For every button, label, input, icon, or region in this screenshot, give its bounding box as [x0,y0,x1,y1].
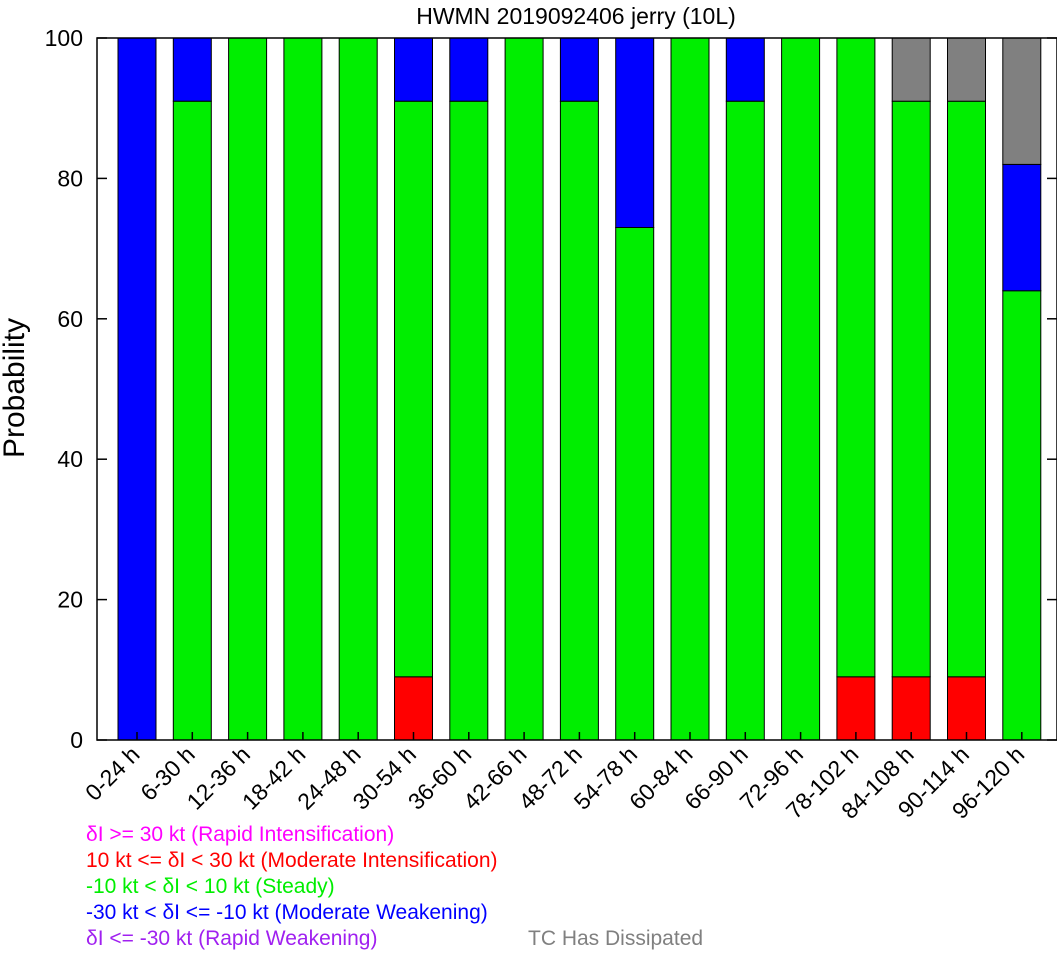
x-axis-ticks: 0-24 h6-30 h12-36 h18-42 h24-48 h30-54 h… [80,732,1029,824]
bar-segment-78-102h-s2 [836,676,876,741]
bar-segment-60-84h-s3 [670,37,710,741]
bar-segment-42-66h-s3 [504,37,544,741]
bar-segment-66-90h-s4 [725,37,765,102]
bar-segment-54-78h-s3 [615,227,655,741]
bar-segment-24-48h-s3 [338,37,378,741]
legend-rapid-intensification: δI >= 30 kt (Rapid Intensification) [86,823,395,846]
bar-segment-90-114h-s2 [947,676,986,741]
bar-segment-36-60h-s3 [449,100,489,741]
y-tick-label-100: 100 [45,25,83,51]
bar-segment-90-114h-s3 [947,100,986,678]
bar-segment-30-54h-s2 [394,676,433,741]
legend-moderate-weakening: -30 kt < δI <= -10 kt (Moderate Weakenin… [86,901,488,924]
y-axis-ticks: 0 20 40 60 80 100 [45,25,1057,753]
bar-segment-6-30h-s4 [172,37,212,102]
bar-segment-78-102h-s3 [836,37,876,678]
bar-segment-96-120h-s5 [1002,37,1042,165]
bar-segment-90-114h-s5 [947,37,986,102]
y-tick-label-0: 0 [70,727,83,753]
chart-title: HWMN 2019092406 jerry (10L) [416,3,736,29]
bar-segment-72-96h-s3 [781,37,821,741]
bar-segment-6-30h-s3 [172,100,212,741]
bar-segment-84-108h-s3 [891,100,931,678]
y-tick-label-40: 40 [57,446,83,472]
legend-steady: -10 kt < δI < 10 kt (Steady) [86,875,335,898]
bar-segment-12-36h-s3 [228,37,268,741]
bar-segment-54-78h-s4 [615,37,655,228]
x-tick-label-0-24h: 0-24 h [80,741,145,806]
bar-segment-0-24h-s4 [117,37,157,741]
bar-segment-96-120h-s4 [1002,163,1042,292]
bar-segment-48-72h-s3 [559,100,599,741]
legend: δI >= 30 kt (Rapid Intensification) 10 k… [86,822,498,952]
y-tick-label-20: 20 [57,587,83,613]
plot-frame [96,37,1057,741]
y-tick-label-60: 60 [57,306,83,332]
bar-segment-36-60h-s4 [449,37,489,102]
bar-segment-66-90h-s3 [725,100,765,741]
bar-segment-30-54h-s3 [394,100,433,678]
bar-segment-18-42h-s3 [283,37,323,741]
bar-segment-30-54h-s4 [394,37,433,102]
bar-segment-84-108h-s5 [891,37,931,102]
bar-segment-96-120h-s3 [1002,290,1042,741]
bar-segment-48-72h-s4 [559,37,599,102]
bar-segment-84-108h-s2 [891,676,931,741]
bars-group [117,37,1042,741]
y-tick-label-80: 80 [57,165,83,191]
legend-rapid-weakening: δI <= -30 kt (Rapid Weakening) [86,927,378,950]
legend-dissipated: TC Has Dissipated [528,927,704,950]
legend-moderate-intensification: 10 kt <= δI < 30 kt (Moderate Intensific… [86,849,498,872]
y-axis-label: Probability [0,318,31,458]
